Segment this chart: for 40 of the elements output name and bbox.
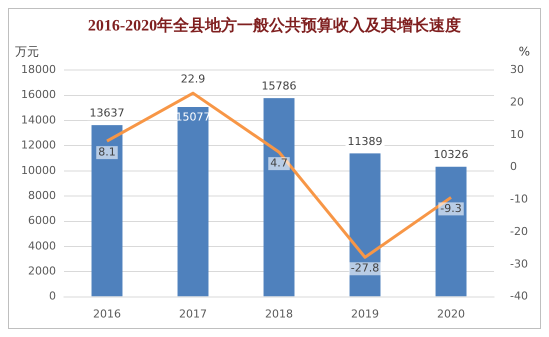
- y-tick-label: 16000: [20, 88, 56, 102]
- y2-tick-label: -30: [510, 257, 528, 270]
- y-tick-label: 8000: [28, 188, 56, 202]
- y-tick-label: 2000: [28, 264, 56, 278]
- data-label: 8.1: [98, 145, 116, 158]
- data-label: 22.9: [180, 72, 206, 86]
- y2-tick-label: 20: [510, 95, 524, 108]
- bar: [436, 166, 467, 296]
- x-tick-label: 2018: [265, 307, 294, 320]
- bar: [178, 107, 208, 296]
- x-tick-label: 2016: [92, 307, 121, 320]
- y-tick-label: 18000: [20, 63, 56, 76]
- bar: [264, 98, 294, 296]
- y2-tick-label: -20: [510, 224, 528, 238]
- data-label: 13637: [89, 106, 124, 120]
- y2-tick-label: 0: [510, 160, 518, 174]
- y-tick-label: 14000: [20, 113, 56, 126]
- x-tick-label: 2020: [437, 307, 466, 320]
- y2-axis-title: %: [518, 44, 530, 58]
- y-axis-title: 万元: [15, 44, 39, 58]
- y-tick-label: 10000: [20, 164, 56, 177]
- y2-tick-label: -10: [510, 192, 528, 206]
- bar: [350, 153, 381, 296]
- data-label: 4.7: [270, 156, 288, 170]
- y2-tick-label: -40: [510, 290, 528, 303]
- data-label: -9.3: [440, 202, 462, 215]
- x-tick-label: 2019: [351, 307, 380, 320]
- y2-tick-label: 10: [510, 128, 524, 141]
- y-tick-label: 0: [48, 290, 56, 303]
- bar: [92, 125, 122, 296]
- data-label: 11389: [348, 134, 383, 148]
- y-tick-label: 4000: [28, 239, 56, 252]
- chart-title: 2016-2020年全县地方一般公共预算收入及其增长速度: [88, 16, 462, 35]
- y-tick-label: 12000: [20, 138, 56, 152]
- data-label: -27.8: [350, 262, 380, 275]
- data-label: 10326: [434, 148, 469, 162]
- y-tick-label: 6000: [28, 214, 56, 228]
- x-tick-label: 2017: [179, 307, 208, 320]
- y2-tick-label: 30: [510, 63, 524, 76]
- data-label: 15786: [262, 79, 297, 92]
